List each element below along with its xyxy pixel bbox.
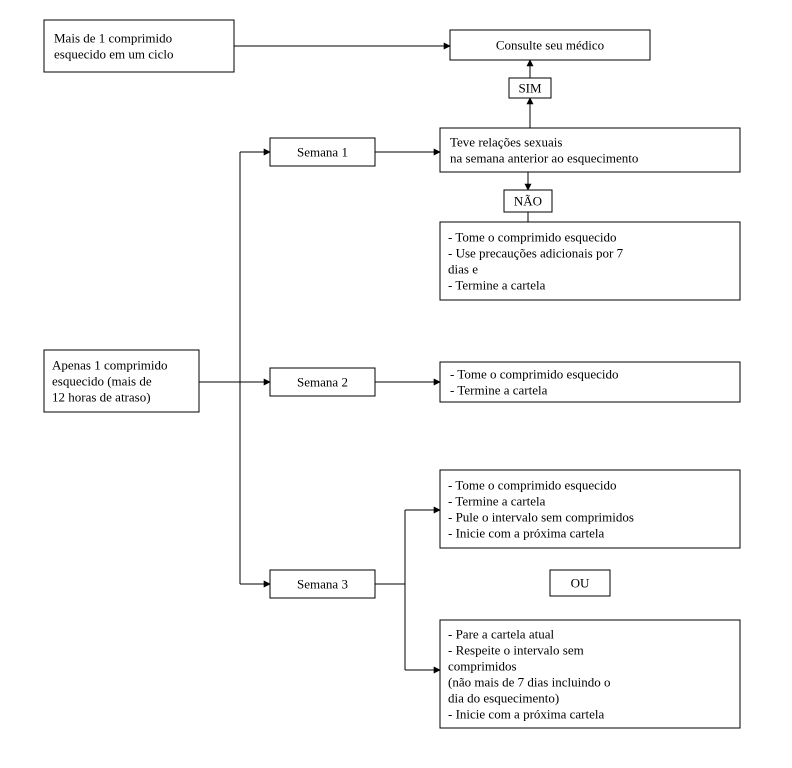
node-text: - Tome o comprimido esquecido: [448, 230, 617, 245]
flowchart-node-n_w3: Semana 3: [270, 570, 375, 598]
node-text: Semana 2: [297, 375, 348, 390]
node-text: Consulte seu médico: [496, 38, 604, 53]
node-text: comprimidos: [448, 659, 517, 674]
node-text: - Termine a cartela: [448, 494, 546, 509]
node-text: esquecido em um ciclo: [54, 47, 174, 62]
flowchart-node-n_sim: SIM: [509, 78, 551, 98]
node-text: na semana anterior ao esquecimento: [450, 151, 638, 166]
flowchart-node-n_a3b: - Pare a cartela atual- Respeite o inter…: [440, 620, 740, 728]
node-text: 12 horas de atraso): [52, 390, 151, 405]
flowchart-node-n_a2: - Tome o comprimido esquecido- Termine a…: [440, 362, 740, 402]
node-text: Semana 3: [297, 577, 348, 592]
node-text: - Use precauções adicionais por 7: [448, 246, 624, 261]
node-text: Teve relações sexuais: [450, 135, 562, 150]
node-text: dia do esquecimento): [448, 691, 559, 706]
node-text: - Tome o comprimido esquecido: [448, 478, 617, 493]
node-text: Apenas 1 comprimido: [52, 358, 168, 373]
flowchart-node-n_ou: OU: [550, 570, 610, 596]
node-text: NÃO: [514, 194, 542, 209]
flowchart-node-n_a1: - Tome o comprimido esquecido- Use preca…: [440, 222, 740, 300]
flowchart-node-n_rel: Teve relações sexuaisna semana anterior …: [440, 128, 740, 172]
node-text: Semana 1: [297, 145, 348, 160]
flowchart-node-n_consult: Consulte seu médico: [450, 30, 650, 60]
node-text: - Inicie com a próxima cartela: [448, 707, 605, 722]
node-text: - Pule o intervalo sem comprimidos: [448, 510, 634, 525]
flowchart-node-n_more1: Mais de 1 comprimidoesquecido em um cicl…: [44, 20, 234, 72]
flowchart-node-n_only1: Apenas 1 comprimidoesquecido (mais de12 …: [44, 350, 199, 412]
node-text: - Respeite o intervalo sem: [448, 643, 584, 658]
node-text: OU: [571, 576, 590, 591]
flowchart-node-n_a3a: - Tome o comprimido esquecido- Termine a…: [440, 470, 740, 548]
node-text: (não mais de 7 dias incluindo o: [448, 675, 610, 690]
flowchart-node-n_w1: Semana 1: [270, 138, 375, 166]
node-text: dias e: [448, 262, 478, 277]
node-text: Mais de 1 comprimido: [54, 31, 172, 46]
node-text: - Termine a cartela: [450, 383, 548, 398]
node-text: - Pare a cartela atual: [448, 627, 554, 642]
node-text: SIM: [518, 81, 542, 96]
node-text: - Tome o comprimido esquecido: [450, 367, 619, 382]
flowchart-node-n_nao: NÃO: [504, 190, 552, 212]
node-text: esquecido (mais de: [52, 374, 152, 389]
node-text: - Termine a cartela: [448, 278, 546, 293]
node-text: - Inicie com a próxima cartela: [448, 526, 605, 541]
flowchart-node-n_w2: Semana 2: [270, 368, 375, 396]
